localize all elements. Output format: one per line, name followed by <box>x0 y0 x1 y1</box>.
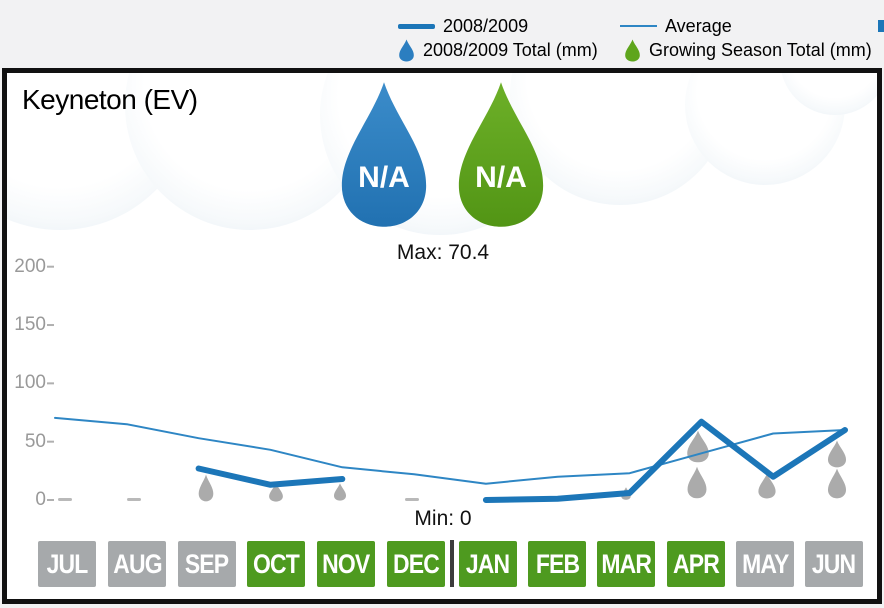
legend-label: 2008/2009 Total (mm) <box>423 39 598 60</box>
y-tick-label: 50 <box>24 430 46 452</box>
month-button-label: MAR <box>601 548 652 579</box>
season-total-drop-icon <box>341 82 427 227</box>
green-drop-icon <box>625 38 640 62</box>
month-button-may[interactable]: MAY <box>736 541 794 587</box>
min-annotation: Min: 0 <box>414 507 472 530</box>
scrollbar-fragment <box>878 20 884 32</box>
y-tick-label: 0 <box>35 489 46 510</box>
growing-season-total-value: N/A <box>475 161 527 194</box>
month-button-jul[interactable]: JUL <box>38 541 96 587</box>
month-button-label: APR <box>673 548 720 579</box>
legend-label: Growing Season Total (mm) <box>649 39 872 60</box>
growing-season-total-drop-icon <box>458 82 544 227</box>
month-button-label: AUG <box>112 548 162 579</box>
month-button-jan[interactable]: JAN <box>459 541 517 587</box>
max-annotation: Max: 70.4 <box>396 241 490 264</box>
month-button-label: NOV <box>322 548 370 579</box>
month-button-apr[interactable]: APR <box>667 541 725 587</box>
month-button-sep[interactable]: SEP <box>178 541 236 587</box>
month-button-nov[interactable]: NOV <box>317 541 375 587</box>
thin-line-swatch-icon <box>620 25 657 27</box>
y-tick-label: 150 <box>14 314 46 336</box>
legend-item-growing-total: Growing Season Total (mm) <box>624 38 872 62</box>
legend-item-average: Average <box>620 14 732 38</box>
legend-item-season-total: 2008/2009 Total (mm) <box>398 38 598 62</box>
month-button-mar[interactable]: MAR <box>597 541 655 587</box>
legend-band: 2008/2009 Average 2008/2009 Total (mm) G… <box>0 0 884 68</box>
season-divider <box>450 540 454 587</box>
month-button-label: FEB <box>535 548 579 579</box>
month-button-label: DEC <box>393 548 440 579</box>
station-title: Keyneton (EV) <box>22 84 198 115</box>
month-button-label: OCT <box>253 548 300 579</box>
month-button-jun[interactable]: JUN <box>805 541 863 587</box>
month-button-feb[interactable]: FEB <box>528 541 586 587</box>
legend-item-2008-2009: 2008/2009 <box>398 14 528 38</box>
month-button-label: JUN <box>812 548 856 579</box>
thick-line-swatch-icon <box>398 23 435 29</box>
month-button-label: MAY <box>741 548 789 579</box>
month-button-aug[interactable]: AUG <box>108 541 166 587</box>
y-tick-label: 100 <box>14 372 46 394</box>
month-button-dec[interactable]: DEC <box>387 541 445 587</box>
blue-drop-icon <box>399 38 414 62</box>
season-total-value: N/A <box>358 161 410 194</box>
legend-label: 2008/2009 <box>443 15 529 36</box>
y-tick-label: 200 <box>14 255 46 277</box>
month-button-label: JUL <box>46 548 89 579</box>
month-button-oct[interactable]: OCT <box>247 541 305 587</box>
legend-label: Average <box>665 15 732 36</box>
month-button-label: SEP <box>185 548 229 579</box>
month-button-label: JAN <box>466 548 510 579</box>
